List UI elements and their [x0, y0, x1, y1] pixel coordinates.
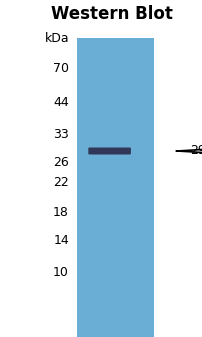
- Text: 29kDa: 29kDa: [189, 145, 202, 157]
- FancyBboxPatch shape: [88, 148, 130, 154]
- Text: kDa: kDa: [44, 31, 69, 44]
- Text: 44: 44: [53, 96, 69, 110]
- Text: 14: 14: [53, 235, 69, 247]
- Bar: [77, 38, 154, 337]
- Text: Western Blot: Western Blot: [50, 5, 172, 23]
- Text: 18: 18: [53, 206, 69, 218]
- Text: 70: 70: [53, 61, 69, 74]
- Text: 33: 33: [53, 128, 69, 142]
- Text: 22: 22: [53, 177, 69, 189]
- Text: 26: 26: [53, 155, 69, 168]
- Text: 10: 10: [53, 266, 69, 278]
